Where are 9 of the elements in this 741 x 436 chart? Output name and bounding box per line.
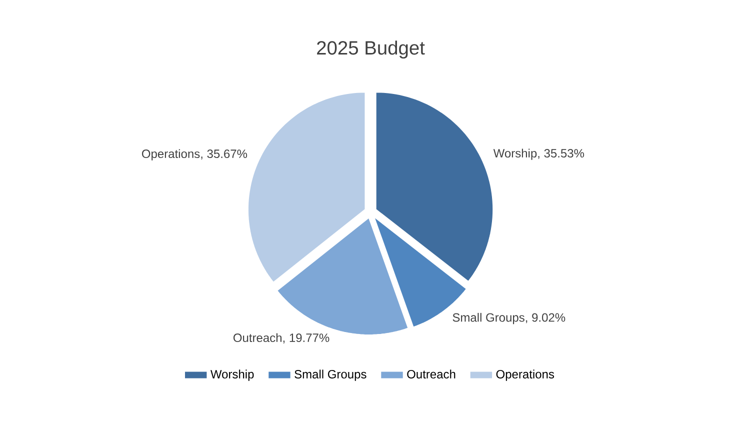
data-label: Outreach, 19.77% [233,333,330,344]
legend-label: Small Groups [294,370,366,381]
data-label: Small Groups, 9.02% [452,312,566,324]
legend-label: Worship [210,370,254,381]
legend-label: Operations [496,370,554,381]
chart-title: 2025 Budget [317,40,425,58]
legend-label: Outreach [407,370,456,378]
data-label: Operations, 35.67% [142,149,248,160]
data-label: Worship, 35.53% [493,148,584,160]
